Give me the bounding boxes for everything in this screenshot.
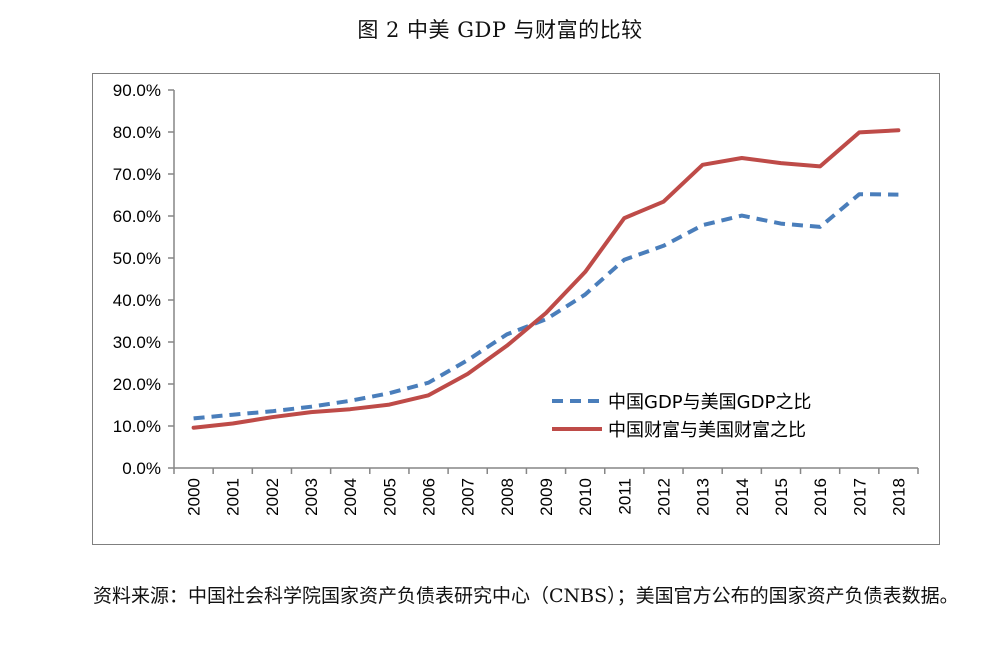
x-tick-label: 2010	[576, 478, 595, 516]
x-tick-label: 2003	[302, 478, 321, 516]
y-tick-label: 50.0%	[113, 249, 161, 268]
chart-frame	[92, 73, 940, 545]
x-tick-label: 2017	[850, 478, 869, 516]
x-tick-label: 2016	[811, 478, 830, 516]
series-line-2	[191, 128, 901, 430]
series-layer	[191, 128, 901, 430]
y-tick-label: 10.0%	[113, 417, 161, 436]
y-tick-label: 30.0%	[113, 333, 161, 352]
series-line-1	[193, 192, 899, 421]
x-tick-label: 2006	[420, 478, 439, 516]
x-tick-label: 2008	[498, 478, 517, 516]
x-tick-label: 2000	[185, 478, 204, 516]
x-axis-ticks: 2000 2001 2002 2003 2004 2005 2006 2007 2008 2009…	[173, 468, 919, 516]
y-tick-label: 90.0%	[113, 81, 161, 100]
x-tick-label: 2007	[459, 478, 478, 516]
y-tick-label: 60.0%	[113, 207, 161, 226]
legend-label-1: 中国GDP与美国GDP之比	[608, 392, 811, 413]
source-note: 资料来源：中国社会科学院国家资产负债表研究中心（CNBS）；美国官方公布的国家资…	[93, 585, 959, 607]
legend-label-2: 中国财富与美国财富之比	[608, 420, 806, 441]
chart-axes	[173, 90, 918, 469]
y-tick-label: 80.0%	[113, 123, 161, 142]
x-tick-label: 2014	[733, 478, 752, 516]
x-tick-label: 2015	[772, 478, 791, 516]
x-tick-label: 2013	[694, 478, 713, 516]
x-tick-label: 2012	[654, 478, 673, 516]
x-tick-label: 2001	[224, 478, 243, 516]
x-tick-label: 2004	[341, 478, 360, 516]
x-tick-label: 2005	[380, 478, 399, 516]
chart-title: 图 2 中美 GDP 与财富的比较	[357, 18, 643, 42]
y-tick-label: 40.0%	[113, 291, 161, 310]
y-tick-label: 0.0%	[122, 459, 161, 478]
x-tick-label: 2018	[889, 478, 908, 516]
x-tick-label: 2002	[263, 478, 282, 516]
y-tick-label: 70.0%	[113, 165, 161, 184]
y-tick-label: 20.0%	[113, 375, 161, 394]
x-tick-label: 2011	[615, 478, 634, 515]
x-tick-label: 2009	[537, 478, 556, 516]
y-axis-ticks: 0.0% 10.0% 20.0% 30.0% 40.0% 50.0% 60.0% 70.0% 8…	[113, 81, 174, 478]
line-chart: 0.0% 10.0% 20.0% 30.0% 40.0% 50.0% 60.0% 70.0% 8…	[113, 81, 919, 516]
